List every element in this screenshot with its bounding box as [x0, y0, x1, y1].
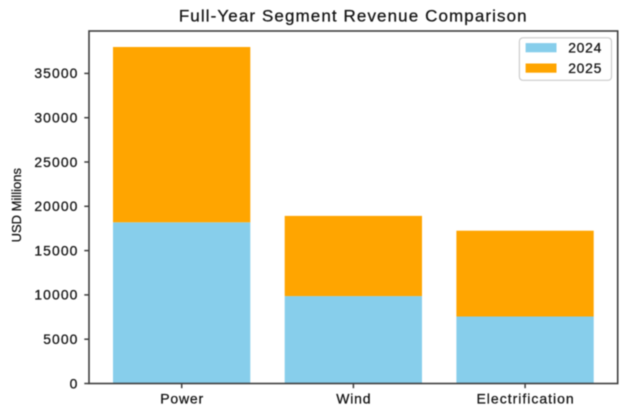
svg-text:Full-Year Segment Revenue Comp: Full-Year Segment Revenue Comparison	[179, 7, 528, 26]
svg-text:USD Millions: USD Millions	[9, 168, 24, 243]
svg-text:0: 0	[70, 375, 79, 391]
svg-text:20000: 20000	[34, 198, 78, 214]
svg-text:Electrification: Electrification	[476, 390, 574, 406]
svg-text:2024: 2024	[568, 40, 602, 56]
svg-text:2025: 2025	[568, 60, 602, 76]
svg-text:10000: 10000	[34, 287, 78, 303]
svg-text:Wind: Wind	[336, 390, 371, 406]
svg-text:5000: 5000	[43, 331, 78, 347]
svg-text:25000: 25000	[34, 154, 78, 170]
svg-text:30000: 30000	[34, 110, 78, 126]
svg-text:Power: Power	[160, 390, 204, 406]
svg-text:35000: 35000	[34, 65, 78, 81]
svg-text:15000: 15000	[34, 242, 78, 258]
